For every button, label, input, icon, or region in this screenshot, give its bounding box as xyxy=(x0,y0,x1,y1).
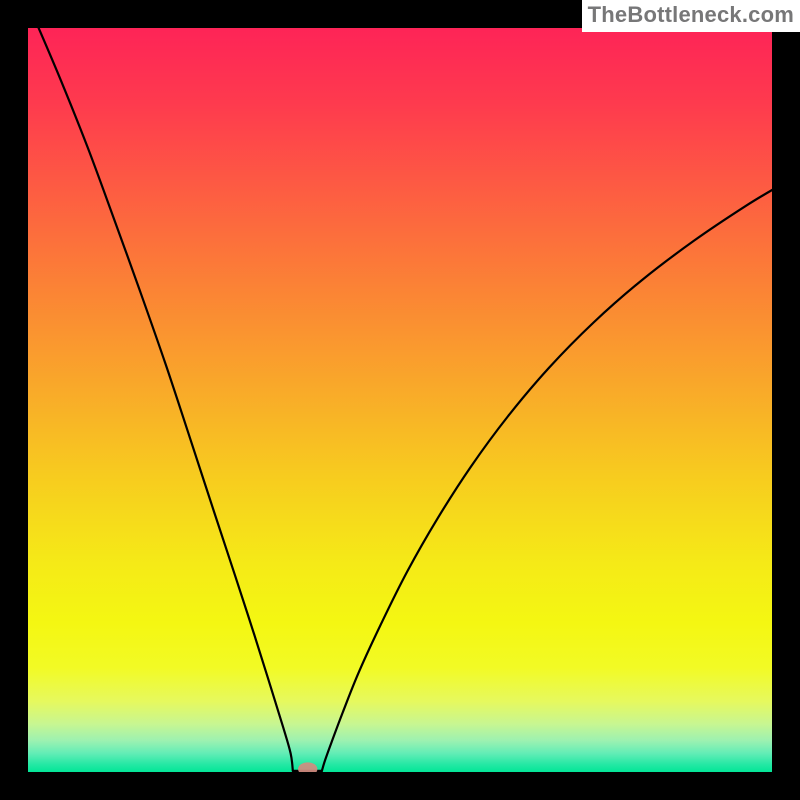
chart-frame: TheBottleneck.com xyxy=(0,0,800,800)
watermark-label: TheBottleneck.com xyxy=(582,0,800,32)
plot-area xyxy=(28,28,772,772)
gradient-background xyxy=(28,28,772,772)
bottleneck-chart-svg xyxy=(28,28,772,772)
